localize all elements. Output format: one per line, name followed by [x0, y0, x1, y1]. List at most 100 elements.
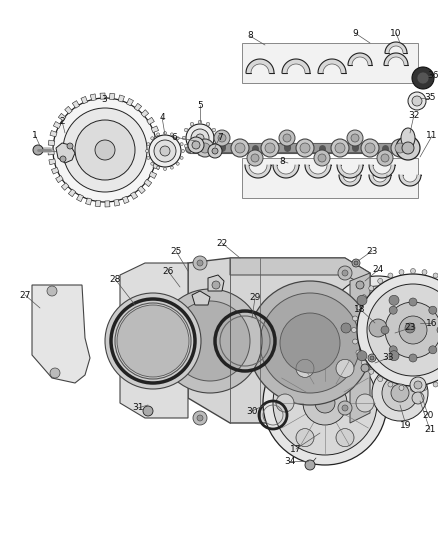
Text: 23: 23	[366, 246, 378, 255]
Circle shape	[377, 150, 393, 166]
Circle shape	[212, 144, 215, 148]
Circle shape	[342, 405, 348, 411]
Polygon shape	[72, 101, 80, 108]
Circle shape	[303, 381, 347, 425]
Circle shape	[188, 137, 204, 153]
Circle shape	[196, 134, 204, 142]
Circle shape	[248, 281, 372, 405]
Circle shape	[212, 148, 218, 154]
Text: 31: 31	[132, 403, 144, 413]
Text: 9: 9	[352, 28, 358, 37]
Polygon shape	[48, 140, 55, 146]
Circle shape	[283, 134, 291, 142]
Polygon shape	[61, 183, 69, 190]
Text: 18: 18	[354, 304, 366, 313]
Text: 22: 22	[216, 238, 228, 247]
Polygon shape	[114, 199, 120, 206]
Circle shape	[280, 313, 340, 373]
Text: 19: 19	[400, 421, 412, 430]
Polygon shape	[282, 59, 310, 73]
Circle shape	[261, 139, 279, 157]
Circle shape	[193, 256, 207, 270]
Polygon shape	[192, 291, 210, 305]
Circle shape	[197, 260, 203, 266]
Polygon shape	[58, 114, 66, 121]
Text: 10: 10	[390, 28, 402, 37]
Circle shape	[154, 140, 176, 162]
Circle shape	[296, 139, 314, 157]
Circle shape	[149, 135, 181, 167]
Circle shape	[347, 130, 363, 146]
Text: 36: 36	[427, 71, 438, 80]
Circle shape	[180, 156, 183, 159]
Circle shape	[389, 306, 397, 314]
Circle shape	[176, 137, 179, 140]
Polygon shape	[245, 165, 271, 178]
Text: 35: 35	[424, 93, 436, 102]
Circle shape	[198, 152, 202, 156]
Circle shape	[147, 156, 150, 159]
Text: 28: 28	[110, 274, 121, 284]
Circle shape	[181, 149, 184, 152]
Polygon shape	[305, 165, 331, 178]
Circle shape	[151, 137, 154, 140]
Polygon shape	[49, 159, 56, 165]
Circle shape	[197, 415, 203, 421]
Circle shape	[433, 382, 438, 387]
Circle shape	[409, 298, 417, 306]
Polygon shape	[131, 192, 138, 199]
Circle shape	[196, 139, 214, 157]
Circle shape	[170, 301, 250, 381]
Text: 24: 24	[372, 265, 384, 274]
Polygon shape	[339, 175, 361, 186]
Circle shape	[160, 146, 170, 156]
Circle shape	[190, 150, 194, 154]
Circle shape	[429, 346, 437, 354]
Circle shape	[336, 429, 354, 447]
Polygon shape	[51, 167, 59, 174]
Circle shape	[410, 377, 426, 393]
Polygon shape	[242, 43, 418, 83]
Polygon shape	[77, 194, 84, 201]
Circle shape	[361, 360, 367, 365]
Circle shape	[422, 385, 427, 390]
Circle shape	[315, 393, 335, 413]
Circle shape	[336, 286, 420, 370]
Circle shape	[300, 143, 310, 153]
Circle shape	[276, 394, 294, 412]
Circle shape	[265, 143, 275, 153]
Circle shape	[357, 295, 367, 305]
Circle shape	[412, 96, 422, 106]
Polygon shape	[399, 175, 421, 186]
Circle shape	[151, 162, 154, 165]
Circle shape	[389, 295, 399, 305]
Circle shape	[212, 281, 220, 289]
Circle shape	[408, 92, 426, 110]
Circle shape	[389, 351, 399, 361]
Polygon shape	[147, 117, 154, 125]
Circle shape	[353, 316, 358, 321]
Text: 29: 29	[249, 294, 261, 303]
Circle shape	[184, 128, 188, 132]
Circle shape	[33, 145, 43, 155]
Circle shape	[365, 143, 375, 153]
Polygon shape	[134, 103, 141, 111]
Text: 30: 30	[246, 407, 258, 416]
Circle shape	[63, 108, 147, 192]
Circle shape	[231, 139, 249, 157]
Circle shape	[279, 130, 295, 146]
Polygon shape	[369, 175, 391, 186]
Circle shape	[382, 375, 418, 411]
Circle shape	[214, 136, 218, 140]
Circle shape	[356, 350, 361, 355]
Polygon shape	[156, 145, 162, 150]
Circle shape	[357, 351, 367, 361]
Circle shape	[399, 385, 404, 390]
Circle shape	[433, 273, 438, 278]
Polygon shape	[105, 201, 110, 207]
Circle shape	[354, 261, 358, 265]
Circle shape	[399, 316, 427, 344]
Circle shape	[356, 305, 361, 310]
Polygon shape	[110, 93, 115, 100]
Polygon shape	[188, 258, 370, 423]
